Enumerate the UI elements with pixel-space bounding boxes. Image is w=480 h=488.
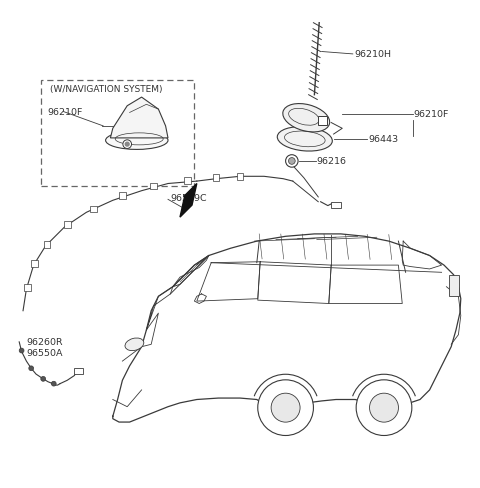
Ellipse shape bbox=[277, 127, 332, 152]
Bar bbox=[331, 203, 341, 208]
Circle shape bbox=[356, 380, 412, 436]
Bar bbox=[44, 242, 50, 248]
Ellipse shape bbox=[125, 338, 144, 351]
Circle shape bbox=[286, 155, 298, 168]
Bar bbox=[74, 368, 83, 374]
Circle shape bbox=[288, 158, 295, 165]
Bar bbox=[449, 275, 459, 297]
Text: 96210H: 96210H bbox=[354, 50, 391, 59]
Text: 96260R: 96260R bbox=[26, 338, 63, 346]
Circle shape bbox=[29, 366, 34, 371]
Bar bbox=[237, 174, 243, 180]
Bar bbox=[41, 81, 194, 186]
Ellipse shape bbox=[106, 132, 168, 150]
Polygon shape bbox=[180, 184, 197, 218]
Circle shape bbox=[51, 382, 56, 386]
Text: (W/NAVIGATION SYSTEM): (W/NAVIGATION SYSTEM) bbox=[50, 85, 163, 94]
Bar bbox=[213, 175, 219, 181]
Bar bbox=[24, 285, 31, 291]
Text: 96550A: 96550A bbox=[26, 349, 63, 358]
Circle shape bbox=[123, 141, 132, 149]
Bar bbox=[64, 222, 71, 228]
Circle shape bbox=[258, 380, 313, 436]
Bar bbox=[31, 261, 38, 267]
Text: 96559C: 96559C bbox=[170, 194, 207, 203]
Circle shape bbox=[271, 393, 300, 422]
Text: 96443: 96443 bbox=[368, 135, 398, 144]
Polygon shape bbox=[110, 98, 168, 139]
Text: 96216: 96216 bbox=[317, 157, 347, 166]
Ellipse shape bbox=[283, 104, 330, 133]
Bar bbox=[119, 193, 126, 200]
Bar bbox=[184, 178, 191, 184]
Bar bbox=[90, 206, 97, 213]
Circle shape bbox=[370, 393, 398, 422]
Text: 96210F: 96210F bbox=[414, 110, 449, 119]
Bar bbox=[318, 117, 327, 126]
Circle shape bbox=[41, 377, 46, 382]
Circle shape bbox=[19, 348, 24, 353]
Text: 96210F: 96210F bbox=[47, 108, 83, 117]
Bar bbox=[150, 183, 157, 190]
Circle shape bbox=[125, 143, 129, 147]
